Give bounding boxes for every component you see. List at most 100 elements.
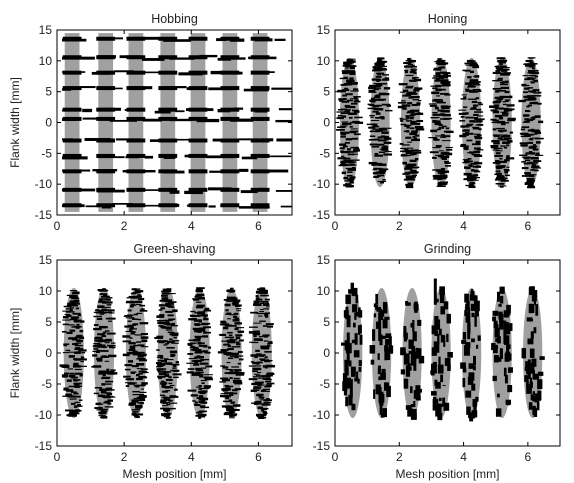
contact-mark [337, 126, 346, 128]
contact-mark [436, 128, 441, 131]
contact-mark [528, 70, 536, 73]
contact-mark [471, 383, 476, 391]
contact-mark [203, 315, 207, 318]
contact-mark [263, 336, 268, 338]
contact-mark [106, 368, 110, 372]
contact-mark [505, 157, 515, 160]
contact-mark [126, 297, 136, 299]
contact-mark [374, 154, 383, 157]
contact-mark [433, 98, 443, 101]
contact-mark [415, 134, 420, 137]
contact-mark [175, 110, 185, 113]
contact-mark [537, 379, 543, 390]
contact-mark [339, 143, 347, 146]
contact-streak [408, 366, 412, 371]
contact-mark [173, 376, 179, 379]
contact-mark [493, 348, 498, 354]
contact-mark [400, 119, 404, 122]
contact-mark [374, 63, 380, 67]
contact-mark [130, 401, 137, 404]
contact-mark [351, 176, 356, 179]
contact-mark [136, 373, 140, 377]
contact-mark [404, 70, 408, 74]
contact-mark [201, 322, 211, 325]
contact-mark [188, 107, 208, 112]
contact-mark [255, 291, 265, 294]
contact-mark [75, 347, 81, 350]
contact-mark [493, 142, 500, 145]
contact-mark [140, 333, 148, 336]
contact-mark [255, 349, 260, 352]
contact-mark [349, 60, 356, 63]
contact-mark [369, 99, 376, 102]
contact-mark [336, 111, 346, 113]
contact-mark [264, 334, 270, 337]
contact-mark [446, 313, 451, 324]
tooth-band [222, 33, 238, 212]
contact-mark [373, 96, 381, 99]
x-tick-label: 2 [396, 450, 403, 464]
contact-mark [437, 88, 446, 91]
contact-mark [370, 130, 375, 132]
contact-mark [138, 372, 143, 375]
contact-mark [204, 374, 213, 376]
contact-mark [415, 385, 421, 397]
contact-mark [201, 296, 205, 299]
contact-mark [222, 350, 227, 353]
contact-mark [494, 107, 504, 110]
contact-mark [65, 393, 73, 397]
contact-mark [158, 153, 178, 158]
contact-mark [369, 345, 376, 354]
contact-mark [202, 326, 210, 328]
contact-mark [411, 120, 420, 122]
contact-mark [158, 203, 178, 208]
contact-mark [495, 69, 500, 73]
contact-mark [101, 301, 107, 303]
contact-mark [190, 310, 196, 313]
contact-mark [62, 310, 71, 312]
contact-mark [165, 321, 170, 324]
contact-mark [253, 373, 260, 375]
contact-mark [250, 138, 270, 143]
contact-mark [467, 76, 472, 79]
contact-mark [383, 137, 392, 140]
contact-mark [346, 148, 351, 151]
contact-mark [70, 412, 77, 415]
contact-mark [349, 71, 356, 74]
contact-mark [494, 145, 498, 148]
contact-mark [410, 121, 416, 124]
contact-mark [475, 165, 481, 168]
contact-mark [66, 379, 72, 382]
contact-mark [139, 322, 149, 325]
contact-mark [166, 304, 171, 308]
contact-mark [462, 133, 469, 136]
contact-mark [74, 342, 82, 344]
contact-mark [340, 151, 350, 154]
contact-mark [495, 150, 503, 152]
contact-mark [348, 112, 356, 116]
contact-mark [93, 324, 99, 326]
contact-mark [126, 70, 146, 75]
contact-mark [505, 100, 509, 102]
contact-mark [335, 117, 344, 119]
contact-mark [255, 169, 289, 173]
contact-mark [237, 322, 243, 325]
contact-mark [412, 136, 416, 138]
contact-mark [143, 370, 147, 372]
contact-mark [477, 102, 482, 104]
contact-mark [438, 356, 441, 368]
contact-mark [135, 385, 144, 387]
contact-mark [75, 351, 81, 354]
contact-mark [469, 133, 474, 135]
contact-mark [340, 108, 347, 111]
contact-mark [383, 145, 388, 148]
contact-mark [497, 137, 503, 140]
contact-mark [377, 174, 382, 177]
contact-mark [260, 359, 270, 362]
contact-mark [438, 328, 442, 336]
contact-mark [532, 148, 539, 151]
y-tick-label: -5 [41, 146, 52, 160]
contact-mark [199, 391, 206, 395]
contact-mark [399, 91, 406, 93]
